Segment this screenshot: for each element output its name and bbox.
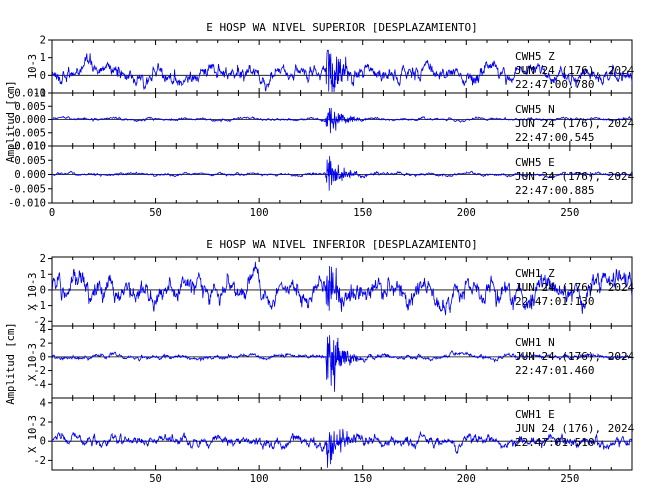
y-tick-label: -0.010	[8, 88, 46, 100]
waveform	[51, 335, 633, 392]
y-tick-label: 4	[40, 324, 46, 336]
date-label: JUN 24 (176), 2024	[515, 170, 635, 183]
chart-title: E HOSP WA NIVEL INFERIOR [DESPLAZAMIENTO…	[206, 238, 478, 251]
y-tick-label: 1	[40, 269, 46, 281]
waveform	[51, 107, 633, 134]
chart-panel-2: E HOSP WA NIVEL INFERIOR [DESPLAZAMIENTO…	[5, 238, 635, 485]
x-tick-label: 200	[457, 473, 476, 485]
y-tick-label: -0.005	[8, 183, 46, 195]
scale-label: X 10-3	[27, 415, 39, 453]
x-tick-label: 150	[353, 207, 372, 219]
time-label: 22:47:00.780	[515, 78, 594, 91]
y-tick-label: -0.010	[8, 198, 46, 210]
y-tick-label: 4	[40, 397, 46, 409]
waveform	[51, 49, 633, 93]
y-tick-label: -4	[33, 379, 46, 391]
station-component-label: CWH5 Z	[515, 50, 555, 63]
y-tick-label: 0.000	[14, 169, 46, 181]
x-tick-label: 50	[149, 473, 162, 485]
scale-label: 10-3	[27, 54, 39, 79]
scale-label: X 10-3	[27, 343, 39, 381]
date-label: JUN 24 (176), 2024	[515, 350, 635, 363]
y-tick-label: -2	[33, 316, 46, 328]
time-label: 22:47:00.885	[515, 184, 594, 197]
y-tick-label: 2	[40, 253, 46, 265]
station-component-label: CWH1 N	[515, 336, 555, 349]
y-tick-label: -0.010	[8, 141, 46, 153]
station-component-label: CWH1 Z	[515, 267, 555, 280]
time-label: 22:47:01.510	[515, 436, 594, 449]
station-component-label: CWH5 E	[515, 156, 555, 169]
y-tick-label: 0	[40, 351, 46, 363]
waveform	[51, 156, 633, 191]
time-label: 22:47:01.460	[515, 364, 594, 377]
y-tick-label: 2	[40, 338, 46, 350]
y-tick-label: 0.000	[14, 114, 46, 126]
y-tick-label: 0.005	[14, 101, 46, 113]
station-component-label: CWH5 N	[515, 103, 555, 116]
y-tick-label: 0	[40, 284, 46, 296]
y-tick-label: 0	[40, 436, 46, 448]
y-tick-label: 1	[40, 52, 46, 64]
x-tick-label: 150	[353, 473, 372, 485]
x-tick-label: 50	[149, 207, 162, 219]
y-tick-label: -1	[33, 88, 46, 100]
date-label: JUN 24 (176), 2024	[515, 422, 635, 435]
y-axis-label: Amplitud [cm]	[5, 80, 17, 162]
x-tick-label: 0	[49, 207, 55, 219]
y-tick-label: 0	[40, 70, 46, 82]
time-label: 22:47:00.545	[515, 131, 594, 144]
y-tick-label: -2	[33, 455, 46, 467]
waveform	[51, 261, 633, 316]
date-label: JUN 24 (176), 2024	[515, 281, 635, 294]
y-tick-label: 0.005	[14, 155, 46, 167]
y-axis-label: Amplitud [cm]	[5, 322, 17, 404]
x-tick-label: 100	[250, 207, 269, 219]
date-label: JUN 24 (176), 2024	[515, 117, 635, 130]
y-tick-label: 2	[40, 417, 46, 429]
waveform	[51, 428, 633, 468]
x-tick-label: 100	[250, 473, 269, 485]
y-tick-label: -2	[33, 365, 46, 377]
y-tick-label: 0.010	[14, 141, 46, 153]
scale-label: X 10-3	[27, 273, 39, 311]
y-tick-label: 2	[40, 35, 46, 47]
x-tick-label: 250	[560, 473, 579, 485]
station-component-label: CWH1 E	[515, 408, 555, 421]
y-tick-label: -1	[33, 300, 46, 312]
chart-title: E HOSP WA NIVEL SUPERIOR [DESPLAZAMIENTO…	[206, 21, 478, 34]
time-label: 22:47:01.130	[515, 295, 594, 308]
date-label: JUN 24 (176), 2024	[515, 64, 635, 77]
y-tick-label: -0.005	[8, 127, 46, 139]
chart-panel-1: E HOSP WA NIVEL SUPERIOR [DESPLAZAMIENTO…	[5, 21, 635, 219]
x-tick-label: 250	[560, 207, 579, 219]
x-tick-label: 200	[457, 207, 476, 219]
